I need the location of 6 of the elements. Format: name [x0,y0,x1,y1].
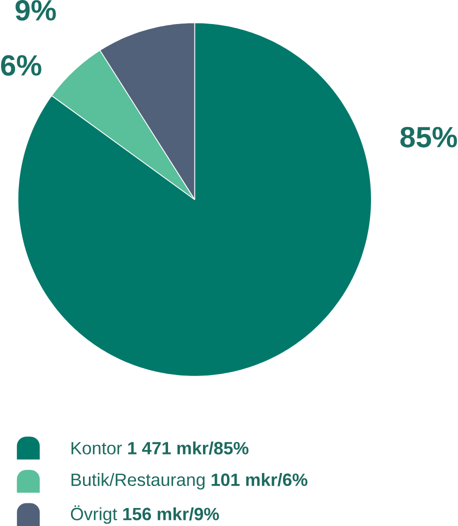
legend-label: Butik/Restaurang 101 mkr/6% [72,473,308,490]
data-label: 9% [16,0,56,21]
data-label: 85% [400,126,458,148]
data-label: 6% [1,55,42,76]
legend-label: Kontor 1 471 mkr/85% [72,441,249,455]
legend-label: Övrigt 156 mkr/9% [71,505,220,524]
